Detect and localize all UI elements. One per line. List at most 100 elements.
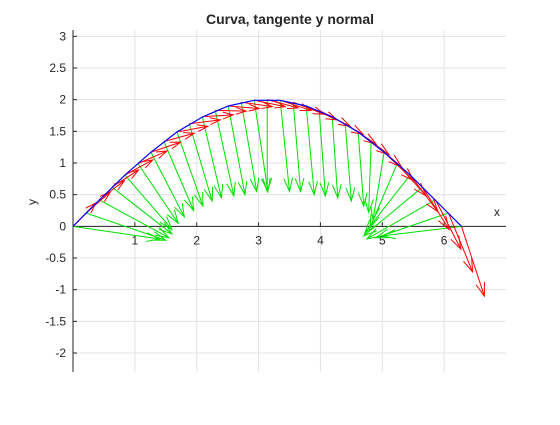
tangent-vector-12-shaft — [228, 105, 260, 110]
y-tick-label-10: -2 — [55, 346, 66, 360]
normal-vector-7 — [163, 141, 195, 212]
tangent-vector-11-shaft — [215, 109, 247, 112]
normal-vector-24-shaft — [372, 152, 385, 221]
normal-vector-6-head — [173, 202, 186, 219]
normal-vector-26-shaft — [364, 174, 411, 233]
normal-vector-21-shaft — [344, 123, 352, 202]
normal-vector-10-head — [213, 183, 224, 200]
normal-vector-21-head — [345, 187, 356, 203]
normal-vector-19-shaft — [318, 110, 326, 196]
tangent-vector-15-shaft — [267, 99, 299, 109]
normal-vector-26-head — [363, 219, 377, 234]
normal-vector-12 — [227, 105, 248, 197]
x-axis-label: x — [494, 205, 500, 219]
normal-vector-5 — [137, 163, 180, 225]
normal-vector-29-head — [374, 228, 391, 239]
normal-vector-22 — [357, 131, 368, 208]
normal-vector-22-head — [357, 192, 368, 208]
x-tick-label-3: 4 — [317, 233, 324, 247]
normal-vector-30-head — [380, 229, 397, 240]
y-tick-label-9: -1.5 — [45, 314, 66, 328]
normal-vector-22-shaft — [357, 131, 365, 207]
normal-vector-16-head — [283, 177, 294, 194]
tick-labels: 1 2 3 4 5 6 3 2.5 2 1.5 1 0.5 0 -0.5 -1 -1.5 -2 — [45, 29, 447, 360]
normal-vector-1 — [85, 212, 168, 241]
y-tick-label-8: -1 — [55, 283, 66, 297]
normal-vector-18-head — [308, 180, 318, 197]
normal-vector-16 — [279, 100, 294, 194]
normal-vector-23-head — [364, 198, 375, 214]
tangent-vector-11 — [215, 106, 248, 115]
y-tick-label-6: 0 — [59, 219, 66, 233]
tangent-vector-30 — [460, 226, 485, 298]
normal-vector-3-shaft — [111, 186, 173, 235]
normal-vector-7-head — [183, 196, 195, 212]
x-tick-label-0: 1 — [132, 233, 139, 247]
normal-vector-9-head — [203, 186, 214, 203]
tangent-vector-29 — [448, 212, 474, 274]
normal-vector-9-shaft — [188, 123, 213, 202]
plot-area — [73, 30, 506, 372]
normal-vector-28 — [365, 199, 436, 240]
normal-vector-17-head — [294, 177, 305, 194]
normal-vector-19 — [318, 110, 330, 198]
y-tick-label-4: 1 — [59, 156, 66, 170]
tangent-vector-10-head — [222, 111, 235, 120]
tangent-vector-7-head — [183, 132, 196, 140]
normal-vector-26 — [363, 174, 411, 234]
normal-vector-14-head — [261, 177, 271, 194]
tangent-vector-12 — [228, 103, 261, 112]
tangent-vector-27 — [422, 186, 450, 231]
normal-vector-4-head — [159, 216, 174, 231]
normal-vector-8-head — [193, 192, 204, 208]
normal-vector-8 — [176, 131, 204, 208]
tangent-vector-26-shaft — [409, 174, 439, 213]
tangent-vector-11-head — [235, 106, 248, 115]
normal-vector-27-shaft — [363, 186, 423, 237]
tangent-vector-4-head — [141, 159, 155, 169]
tangent-vector-28-shaft — [435, 199, 462, 250]
tangent-vector-6-head — [169, 141, 183, 150]
x-tick-label-2: 3 — [255, 233, 262, 247]
x-tick-label-4: 5 — [379, 233, 386, 247]
tangent-vector-5 — [137, 150, 169, 165]
tangent-vector-13-head — [261, 101, 274, 110]
tangent-vector-21-head — [363, 133, 378, 145]
normal-vector-23-shaft — [368, 141, 372, 213]
chart-title: Curva, tangente y normal — [206, 11, 374, 27]
tangent-vector-29-head — [463, 257, 474, 274]
normal-vector-6 — [150, 152, 186, 219]
normal-vector-19-head — [319, 182, 330, 198]
tangent-vector-13 — [241, 101, 274, 110]
tangent-vector-3-shaft — [111, 169, 139, 188]
normal-vector-13-shaft — [240, 102, 258, 192]
tangent-vector-9-head — [209, 117, 222, 126]
y-tick-label-5: 0.5 — [49, 188, 66, 202]
tangent-vector-10-shaft — [202, 114, 234, 118]
tangent-vector-8-head — [196, 124, 210, 133]
y-tick-label-3: 1.5 — [49, 124, 66, 138]
tangent-vector-7 — [163, 132, 196, 142]
normal-vector-1-head — [151, 231, 168, 241]
normal-vector-13-head — [249, 177, 260, 194]
normal-vector-18-shaft — [305, 105, 315, 195]
tangent-vector-7-shaft — [163, 132, 195, 142]
tangent-vector-27-shaft — [422, 186, 450, 230]
normal-vector-18 — [305, 105, 318, 197]
normal-vector-7-shaft — [163, 141, 195, 211]
normal-vector-15 — [262, 99, 273, 194]
tangent-vector-10 — [202, 111, 235, 120]
y-axis-label: y — [25, 199, 39, 205]
y-tick-label-0: 3 — [59, 29, 66, 43]
normal-vector-14 — [253, 100, 271, 194]
normal-vector-17 — [292, 102, 305, 194]
normal-vector-12-shaft — [227, 105, 246, 195]
normal-vector-28-shaft — [366, 199, 436, 240]
normal-vector-1-shaft — [85, 212, 166, 241]
tangent-vector-19-head — [338, 117, 352, 127]
normal-vector-13 — [240, 102, 260, 194]
normal-vector-17-shaft — [292, 102, 302, 192]
chart-marks — [73, 99, 485, 298]
y-tick-label-1: 2.5 — [49, 61, 66, 75]
